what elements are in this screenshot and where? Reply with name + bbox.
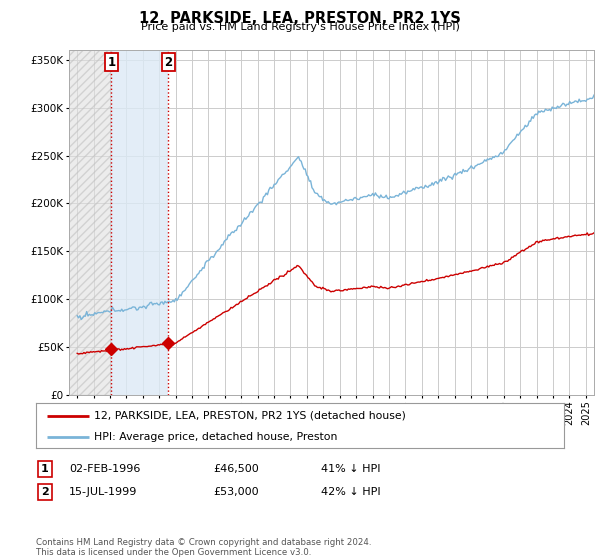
Text: 12, PARKSIDE, LEA, PRESTON, PR2 1YS: 12, PARKSIDE, LEA, PRESTON, PR2 1YS <box>139 11 461 26</box>
Text: Contains HM Land Registry data © Crown copyright and database right 2024.
This d: Contains HM Land Registry data © Crown c… <box>36 538 371 557</box>
Text: 1: 1 <box>107 55 115 68</box>
Text: £53,000: £53,000 <box>213 487 259 497</box>
Text: 12, PARKSIDE, LEA, PRESTON, PR2 1YS (detached house): 12, PARKSIDE, LEA, PRESTON, PR2 1YS (det… <box>94 410 406 421</box>
Text: Price paid vs. HM Land Registry's House Price Index (HPI): Price paid vs. HM Land Registry's House … <box>140 22 460 32</box>
Text: 15-JUL-1999: 15-JUL-1999 <box>69 487 137 497</box>
Text: 2: 2 <box>164 55 172 68</box>
Text: 2: 2 <box>41 487 49 497</box>
Text: 1: 1 <box>41 464 49 474</box>
Text: 02-FEB-1996: 02-FEB-1996 <box>69 464 140 474</box>
Text: £46,500: £46,500 <box>213 464 259 474</box>
Bar <box>112 50 168 395</box>
Text: 41% ↓ HPI: 41% ↓ HPI <box>321 464 380 474</box>
Text: HPI: Average price, detached house, Preston: HPI: Average price, detached house, Pres… <box>94 432 337 442</box>
Text: 42% ↓ HPI: 42% ↓ HPI <box>321 487 380 497</box>
